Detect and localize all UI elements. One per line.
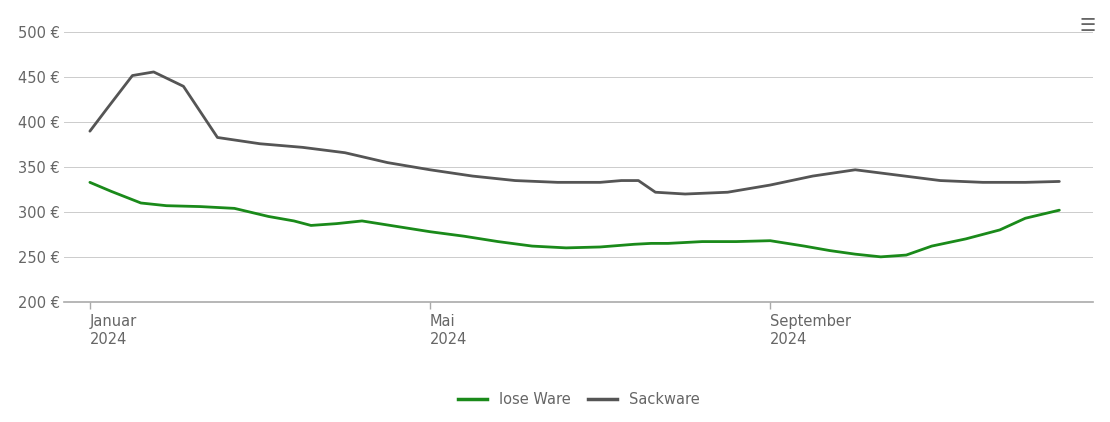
Text: ☰: ☰ xyxy=(1079,17,1096,35)
Legend: lose Ware, Sackware: lose Ware, Sackware xyxy=(452,387,706,413)
